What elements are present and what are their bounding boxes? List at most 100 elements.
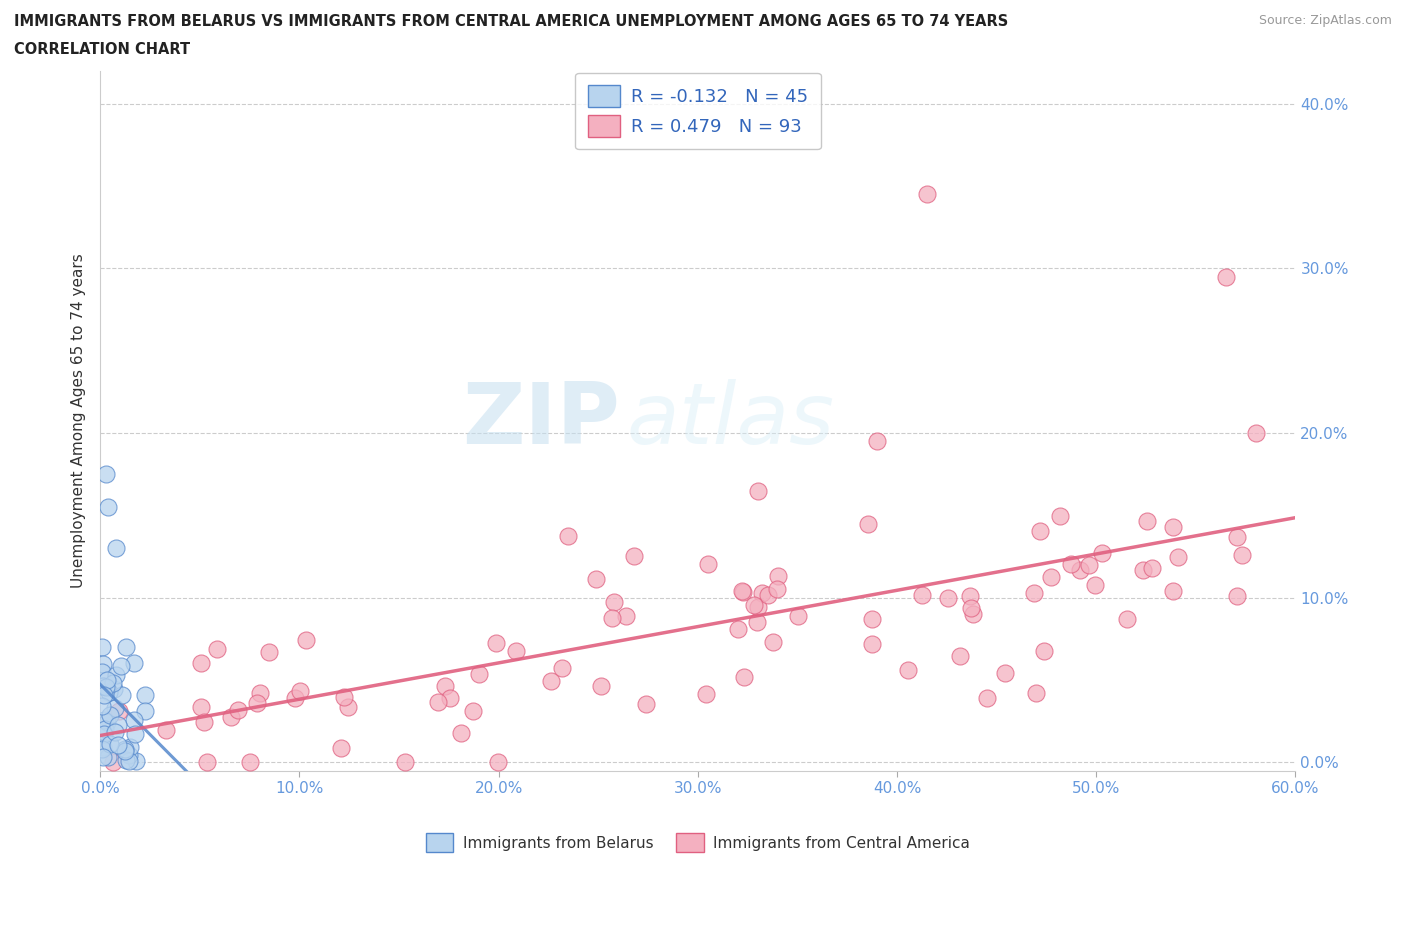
Point [747, 484, 769, 498]
Point [118, 748, 141, 763]
Point [751, 585, 773, 600]
Point [787, 608, 810, 623]
Point [636, 697, 658, 711]
Point [96, 672, 118, 687]
Point [190, 699, 212, 714]
Point [915, 187, 938, 202]
Point [94, 680, 117, 695]
Point [1232, 548, 1254, 563]
Point [897, 662, 920, 677]
Point [747, 600, 769, 615]
Point [97, 499, 120, 514]
Text: ZIP: ZIP [463, 379, 620, 462]
Point [1024, 585, 1046, 600]
Point [93, 687, 115, 702]
Point [1049, 508, 1071, 523]
Point [485, 635, 508, 650]
Point [1077, 557, 1099, 572]
Point [91, 679, 114, 694]
Point [960, 601, 983, 616]
Point [695, 686, 717, 701]
Text: atlas: atlas [626, 379, 834, 462]
Point [766, 568, 789, 583]
Point [91, 698, 114, 713]
Point [226, 702, 249, 717]
Point [284, 691, 307, 706]
Point [101, 755, 124, 770]
Point [461, 703, 484, 718]
Point [1161, 583, 1184, 598]
Point [450, 725, 472, 740]
Point [727, 621, 749, 636]
Point [205, 642, 228, 657]
Point [91, 640, 114, 655]
Point [91, 664, 114, 679]
Point [103, 682, 125, 697]
Legend: Immigrants from Belarus, Immigrants from Central America: Immigrants from Belarus, Immigrants from… [420, 827, 976, 858]
Point [107, 737, 129, 752]
Point [120, 740, 142, 755]
Point [91, 657, 114, 671]
Point [603, 595, 626, 610]
Point [94, 467, 117, 482]
Point [122, 656, 145, 671]
Point [1136, 514, 1159, 529]
Point [93, 726, 115, 741]
Point [614, 609, 637, 624]
Point [745, 615, 768, 630]
Point [1142, 561, 1164, 576]
Point [93, 712, 115, 727]
Point [1161, 520, 1184, 535]
Point [1032, 644, 1054, 658]
Point [105, 541, 128, 556]
Point [1244, 426, 1267, 441]
Point [97, 750, 120, 764]
Point [110, 659, 132, 674]
Point [959, 589, 981, 604]
Point [623, 549, 645, 564]
Point [91, 679, 114, 694]
Point [107, 718, 129, 733]
Point [1167, 550, 1189, 565]
Point [696, 556, 718, 571]
Point [427, 695, 450, 710]
Point [949, 649, 972, 664]
Point [155, 723, 177, 737]
Point [1029, 524, 1052, 538]
Point [91, 739, 114, 754]
Point [333, 689, 356, 704]
Point [1040, 570, 1063, 585]
Point [756, 588, 779, 603]
Point [104, 724, 127, 739]
Point [1215, 269, 1237, 284]
Point [600, 610, 623, 625]
Point [866, 433, 889, 448]
Point [1226, 589, 1249, 604]
Text: IMMIGRANTS FROM BELARUS VS IMMIGRANTS FROM CENTRAL AMERICA UNEMPLOYMENT AMONG AG: IMMIGRANTS FROM BELARUS VS IMMIGRANTS FR… [14, 14, 1008, 29]
Point [976, 690, 998, 705]
Point [91, 741, 114, 756]
Point [336, 699, 359, 714]
Point [134, 703, 156, 718]
Point [434, 679, 457, 694]
Point [97, 684, 120, 699]
Point [1091, 546, 1114, 561]
Point [860, 612, 883, 627]
Point [860, 636, 883, 651]
Point [190, 655, 212, 670]
Point [114, 741, 136, 756]
Point [1083, 578, 1105, 592]
Point [1025, 685, 1047, 700]
Point [114, 743, 136, 758]
Point [249, 685, 271, 700]
Point [239, 755, 262, 770]
Point [195, 754, 218, 769]
Point [486, 755, 509, 770]
Point [766, 582, 789, 597]
Point [115, 640, 138, 655]
Point [856, 517, 879, 532]
Point [125, 753, 148, 768]
Point [193, 714, 215, 729]
Point [1132, 563, 1154, 578]
Point [91, 750, 114, 764]
